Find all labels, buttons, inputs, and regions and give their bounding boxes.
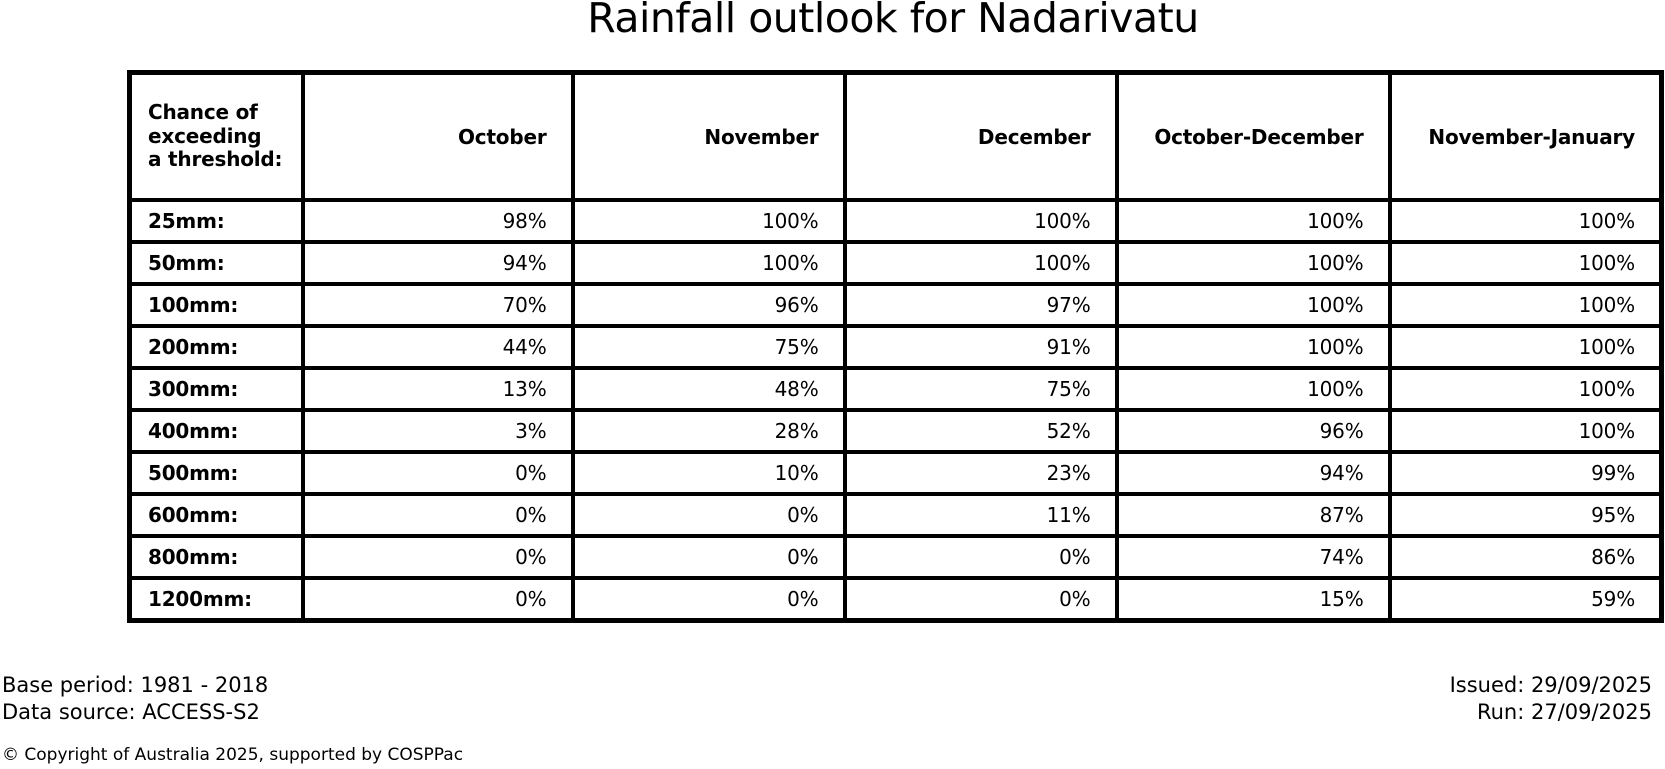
threshold-label: 500mm: — [127, 450, 305, 496]
probability-cell: 13% — [300, 366, 575, 412]
probability-cell: 0% — [570, 492, 847, 538]
col-header-december: December — [842, 70, 1119, 202]
table-body: 25mm: 98% 100% 100% 100% 100% 50mm: 94% 100% 100%… — [127, 198, 1664, 623]
table-row: 800mm: 0% 0% 0% 74% 86% — [127, 534, 1664, 580]
probability-cell: 100% — [1387, 366, 1664, 412]
page-title: Rainfall outlook for Nadarivatu — [587, 0, 1199, 42]
probability-cell: 75% — [570, 324, 847, 370]
probability-cell: 94% — [300, 240, 575, 286]
probability-cell: 95% — [1387, 492, 1664, 538]
footer-left: Base period: 1981 - 2018 Data source: AC… — [2, 672, 268, 726]
table-row: 50mm: 94% 100% 100% 100% 100% — [127, 240, 1664, 286]
probability-cell: 0% — [842, 534, 1119, 580]
table-row: 1200mm: 0% 0% 0% 15% 59% — [127, 576, 1664, 623]
probability-cell: 28% — [570, 408, 847, 454]
table-row: 200mm: 44% 75% 91% 100% 100% — [127, 324, 1664, 370]
probability-cell: 0% — [570, 534, 847, 580]
probability-cell: 100% — [1387, 408, 1664, 454]
probability-cell: 87% — [1114, 492, 1392, 538]
probability-cell: 59% — [1387, 576, 1664, 623]
threshold-label: 50mm: — [127, 240, 305, 286]
copyright-text: © Copyright of Australia 2025, supported… — [2, 745, 464, 765]
corner-header: Chance of exceeding a threshold: — [127, 70, 305, 202]
rainfall-probability-table: Chance of exceeding a threshold: October… — [127, 70, 1664, 623]
threshold-label: 300mm: — [127, 366, 305, 412]
footer-right: Issued: 29/09/2025 Run: 27/09/2025 — [1450, 672, 1652, 726]
probability-cell: 44% — [300, 324, 575, 370]
probability-cell: 52% — [842, 408, 1119, 454]
probability-cell: 15% — [1114, 576, 1392, 623]
run-date-text: Run: 27/09/2025 — [1476, 700, 1652, 724]
probability-cell: 97% — [842, 282, 1119, 328]
probability-cell: 99% — [1387, 450, 1664, 496]
base-period-text: Base period: 1981 - 2018 — [2, 673, 269, 697]
threshold-label: 1200mm: — [127, 576, 305, 623]
probability-cell: 100% — [1114, 324, 1392, 370]
table-row: 25mm: 98% 100% 100% 100% 100% — [127, 198, 1664, 244]
probability-cell: 100% — [1387, 240, 1664, 286]
probability-cell: 100% — [842, 198, 1119, 244]
probability-cell: 0% — [842, 576, 1119, 623]
probability-cell: 94% — [1114, 450, 1392, 496]
probability-cell: 100% — [1114, 240, 1392, 286]
col-header-november-january: November-January — [1387, 70, 1664, 202]
issued-date-text: Issued: 29/09/2025 — [1449, 673, 1652, 697]
probability-cell: 70% — [300, 282, 575, 328]
probability-cell: 100% — [570, 240, 847, 286]
table-row: 500mm: 0% 10% 23% 94% 99% — [127, 450, 1664, 496]
probability-cell: 0% — [300, 576, 575, 623]
probability-cell: 100% — [1114, 198, 1392, 244]
probability-cell: 10% — [570, 450, 847, 496]
threshold-label: 600mm: — [127, 492, 305, 538]
probability-cell: 100% — [1114, 282, 1392, 328]
probability-cell: 91% — [842, 324, 1119, 370]
probability-cell: 100% — [570, 198, 847, 244]
data-source-text: Data source: ACCESS-S2 — [2, 700, 260, 724]
col-header-october-december: October-December — [1114, 70, 1392, 202]
threshold-label: 800mm: — [127, 534, 305, 580]
table-header-row: Chance of exceeding a threshold: October… — [127, 70, 1664, 202]
probability-cell: 100% — [1387, 324, 1664, 370]
probability-cell: 100% — [842, 240, 1119, 286]
probability-cell: 0% — [300, 492, 575, 538]
probability-cell: 96% — [1114, 408, 1392, 454]
threshold-label: 100mm: — [127, 282, 305, 328]
col-header-october: October — [300, 70, 575, 202]
probability-cell: 0% — [300, 534, 575, 580]
probability-cell: 100% — [1114, 366, 1392, 412]
threshold-label: 400mm: — [127, 408, 305, 454]
probability-cell: 86% — [1387, 534, 1664, 580]
col-header-november: November — [570, 70, 847, 202]
probability-cell: 48% — [570, 366, 847, 412]
threshold-label: 200mm: — [127, 324, 305, 370]
probability-cell: 100% — [1387, 282, 1664, 328]
probability-cell: 98% — [300, 198, 575, 244]
probability-cell: 23% — [842, 450, 1119, 496]
probability-cell: 100% — [1387, 198, 1664, 244]
table-row: 300mm: 13% 48% 75% 100% 100% — [127, 366, 1664, 412]
probability-cell: 3% — [300, 408, 575, 454]
probability-cell: 11% — [842, 492, 1119, 538]
table-row: 100mm: 70% 96% 97% 100% 100% — [127, 282, 1664, 328]
threshold-label: 25mm: — [127, 198, 305, 244]
table-row: 600mm: 0% 0% 11% 87% 95% — [127, 492, 1664, 538]
probability-cell: 74% — [1114, 534, 1392, 580]
table-row: 400mm: 3% 28% 52% 96% 100% — [127, 408, 1664, 454]
probability-cell: 0% — [570, 576, 847, 623]
probability-cell: 0% — [300, 450, 575, 496]
probability-cell: 96% — [570, 282, 847, 328]
probability-cell: 75% — [842, 366, 1119, 412]
